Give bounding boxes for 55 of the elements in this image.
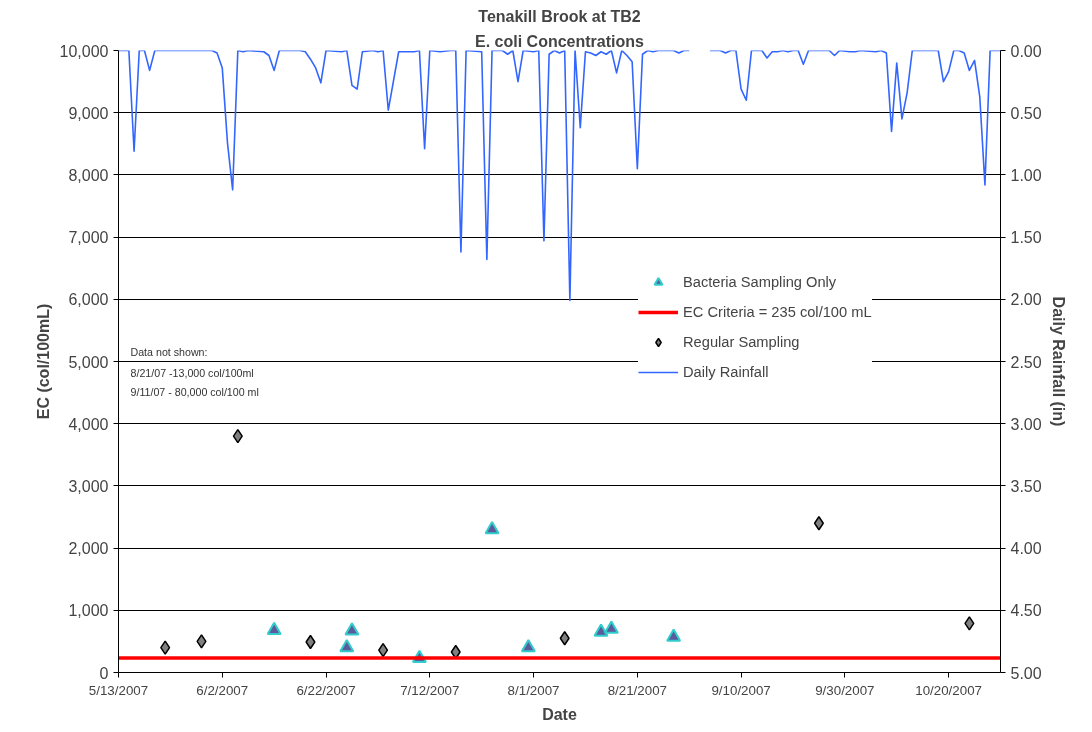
x-tick-label: 9/30/2007 xyxy=(815,682,875,698)
point xyxy=(484,520,500,535)
point xyxy=(666,628,682,642)
point xyxy=(196,634,207,649)
y2-tick-label: 2.50 xyxy=(1010,353,1042,371)
x-axis-title: Date xyxy=(542,705,577,723)
legend-label: Regular Sampling xyxy=(683,334,800,350)
y-tick-label: 3,000 xyxy=(68,477,109,495)
y-tick-label: 5,000 xyxy=(68,353,109,371)
point xyxy=(520,639,536,653)
chart-subtitle: E. coli Concentrations xyxy=(475,32,645,50)
point xyxy=(593,623,609,637)
point xyxy=(559,631,570,646)
x-tick-label: 6/2/2007 xyxy=(196,682,249,698)
y-tick-label: 7,000 xyxy=(68,229,109,247)
y2-tick-label: 4.00 xyxy=(1010,540,1042,558)
y2-tick-label: 1.00 xyxy=(1010,166,1042,184)
x-tick-label: 9/10/2007 xyxy=(711,682,771,698)
y-tick-label: 2,000 xyxy=(68,540,109,558)
y2-tick-label: 2.00 xyxy=(1010,291,1042,309)
y2-axis-title: Daily Rainfall (in) xyxy=(1049,296,1067,427)
y-tick-label: 9,000 xyxy=(68,104,109,122)
y-tick-label: 1,000 xyxy=(68,602,109,620)
y-tick-label: 8,000 xyxy=(68,166,109,184)
point xyxy=(339,639,355,653)
y2-tick-label: 3.50 xyxy=(1010,477,1042,495)
x-tick-label: 10/20/2007 xyxy=(915,682,982,698)
x-tick-label: 8/21/2007 xyxy=(607,682,667,698)
point xyxy=(160,640,171,655)
point xyxy=(344,622,360,636)
point xyxy=(964,616,975,631)
y-tick-label: 0 xyxy=(99,664,109,682)
y2-tick-label: 4.50 xyxy=(1010,602,1042,620)
legend-label: Daily Rainfall xyxy=(683,364,769,380)
annotation: Data not shown: xyxy=(130,345,208,358)
y-tick-label: 6,000 xyxy=(68,291,109,309)
legend-label: Bacteria Sampling Only xyxy=(683,274,837,290)
x-tick-label: 5/13/2007 xyxy=(88,682,149,698)
x-tick-label: 7/12/2007 xyxy=(400,682,460,698)
x-tick-label: 8/1/2007 xyxy=(507,682,560,698)
annotation: 9/11/07 - 80,000 col/100 ml xyxy=(130,385,259,398)
legend-label: EC Criteria = 235 col/100 mL xyxy=(683,304,872,320)
point xyxy=(266,621,282,635)
y2-tick-label: 5.00 xyxy=(1010,664,1042,682)
y-axis-title: EC (col/100mL) xyxy=(34,303,52,420)
y-tick-label: 4,000 xyxy=(68,415,109,433)
y2-tick-label: 0.00 xyxy=(1010,42,1042,60)
point xyxy=(603,620,619,634)
annotation: 8/21/07 -13,000 col/100ml xyxy=(130,366,254,379)
y-tick-label: 10,000 xyxy=(59,42,109,60)
y2-tick-label: 3.00 xyxy=(1010,415,1042,433)
y2-tick-label: 1.50 xyxy=(1010,229,1042,247)
chart-title: Tenakill Brook at TB2 xyxy=(478,7,641,25)
x-tick-label: 6/22/2007 xyxy=(296,682,356,698)
y2-tick-label: 0.50 xyxy=(1010,104,1042,122)
